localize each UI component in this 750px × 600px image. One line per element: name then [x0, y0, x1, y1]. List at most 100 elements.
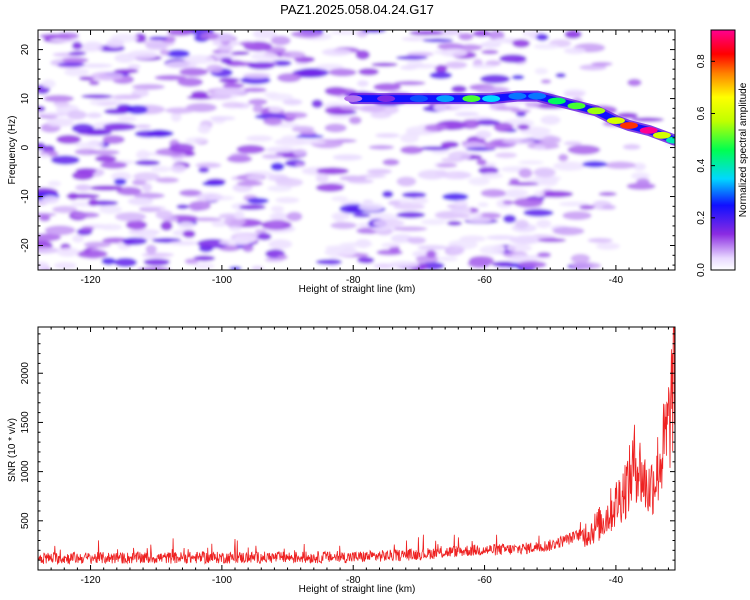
spectrogram-cell [127, 64, 141, 70]
ridge-point [666, 136, 675, 144]
spectrogram-cell [53, 32, 80, 40]
spectrogram-cell [533, 167, 556, 178]
spectrogram-cell [46, 117, 74, 127]
spectrogram-cell [165, 107, 195, 114]
spectrogram-cell [72, 211, 100, 219]
spectrogram-cell [331, 196, 348, 202]
ridge-point [652, 131, 671, 139]
spectrogram-cell [356, 227, 376, 234]
spectrogram-cell [164, 61, 198, 69]
spectrogram-cell [145, 42, 169, 51]
spectrogram-cell [480, 188, 506, 198]
spectrogram-cell [395, 55, 428, 60]
spectrogram-cell [512, 39, 530, 48]
spectrogram-cell [533, 145, 547, 151]
colorbar-ticks: 0.0 0.2 0.4 0.6 0.8 [696, 54, 715, 277]
spectrogram-cell [476, 158, 487, 166]
spectrogram-cell [373, 219, 405, 228]
spectrogram-cell [88, 198, 100, 207]
spectrogram-cell [411, 197, 429, 205]
spectrogram-cell [236, 180, 264, 187]
spectrogram-cell [115, 212, 147, 222]
spectrogram-cell [471, 64, 496, 69]
spectrogram-cell [567, 144, 601, 155]
spectrogram-cell [604, 161, 636, 169]
spectrogram-cell [106, 39, 125, 48]
spectrogram-cell [179, 189, 202, 197]
spectrogram-cell [537, 252, 551, 258]
spectrogram-cell [536, 219, 552, 229]
spectrogram-cell [267, 221, 285, 228]
spectrogram-cell [492, 244, 505, 252]
spectrogram-cell [429, 71, 453, 80]
spectrogram-cell [72, 234, 84, 243]
spectrogram-cell [134, 124, 152, 129]
spectrogram-cell [134, 159, 161, 166]
ridge-point [508, 92, 527, 100]
spectrogram-cell [117, 116, 137, 122]
spectrogram-cell [495, 152, 517, 159]
spectrogram-cell [437, 256, 458, 262]
spectrogram-cell [458, 32, 474, 41]
spectrogram-cell [366, 168, 392, 175]
spectrogram-cell [284, 111, 308, 119]
spectrogram-cell [602, 204, 616, 210]
spectrogram-cell [114, 53, 136, 63]
spectrogram-cell [533, 43, 560, 50]
spectrogram-cell [539, 190, 574, 198]
spectrogram-cell [139, 206, 166, 210]
spectrogram-cell [209, 116, 236, 121]
spectrogram-cell [267, 185, 292, 192]
spectrogram-cell [315, 259, 342, 265]
spectrogram-cell [76, 249, 108, 259]
spectrogram-cell [218, 239, 251, 246]
y-tick-label: 20 [20, 44, 31, 56]
snr-x-axis: -120 -100 -80 -60 -40 [37, 327, 669, 586]
ridge-point [462, 95, 481, 102]
spectrogram-cell [43, 94, 74, 103]
spectrogram-cell [388, 261, 420, 269]
spectrogram-cell [495, 106, 521, 111]
spectrogram-cell [518, 168, 533, 179]
spectrogram-cell [61, 57, 89, 64]
spectrogram-cell [424, 123, 448, 132]
spectrogram-cell [114, 257, 137, 268]
spectrogram-cell [454, 200, 468, 207]
spectrogram-cell [188, 200, 211, 211]
spectrogram-cell [321, 48, 352, 56]
spectrogram-cell [467, 258, 492, 269]
spectrogram-cell [155, 177, 179, 184]
spectrogram-cell [478, 166, 499, 175]
spectrogram-cell [56, 247, 80, 257]
spectrogram-cell [400, 145, 424, 155]
spectrogram-cell [340, 105, 360, 111]
spectrogram-cell [636, 178, 650, 186]
spectrogram-cell [246, 174, 265, 181]
spectrogram-cell [401, 191, 427, 199]
spectrogram-cell [558, 153, 569, 162]
spectrogram-cell [563, 88, 587, 97]
spectrogram-cell [442, 192, 469, 201]
spectrogram-cell [89, 185, 124, 191]
spectrogram-cell [587, 237, 613, 243]
y-tick-label: 0 [20, 144, 31, 150]
spectrogram-cell [89, 98, 123, 107]
spectrogram-cell [507, 181, 539, 186]
spectrogram-cell [358, 202, 384, 212]
spectrogram-noise [38, 30, 675, 270]
spectrogram-cell [537, 237, 567, 243]
spectrogram-cell [218, 77, 240, 84]
spectrogram-cell [457, 213, 471, 219]
spectrogram-cell [65, 193, 100, 199]
spectrogram-cell [252, 104, 264, 113]
spectrogram-cell [111, 171, 132, 182]
spectrogram-cell [275, 197, 300, 204]
spectrogram-cell [448, 150, 471, 161]
spectrogram-x-label: Height of straight line (km) [299, 284, 416, 295]
y-tick-label: -20 [20, 238, 31, 253]
spectrogram-cell [375, 133, 400, 138]
spectrogram-cell [67, 110, 87, 120]
spectrogram-frame [37, 29, 676, 271]
spectrogram-cell [540, 79, 552, 84]
spectrogram-cell [247, 61, 275, 70]
